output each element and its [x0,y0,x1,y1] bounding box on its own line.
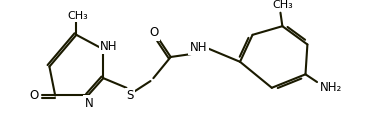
Text: O: O [29,89,39,102]
Text: NH: NH [190,41,208,54]
Text: N: N [85,97,93,110]
Text: CH₃: CH₃ [67,11,88,21]
Text: NH₂: NH₂ [319,81,342,94]
Text: O: O [150,26,159,39]
Text: NH: NH [100,40,118,53]
Text: CH₃: CH₃ [272,0,293,10]
Text: S: S [127,89,134,102]
